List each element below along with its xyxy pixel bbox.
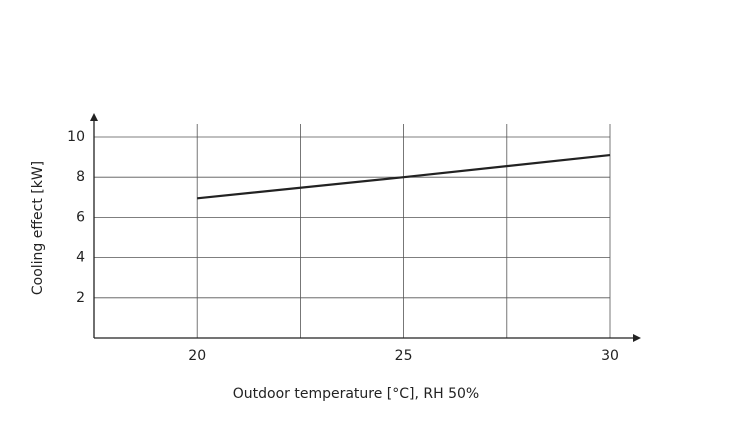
y-tick-label: 4 — [76, 250, 85, 266]
y-tick-label: 2 — [76, 290, 85, 306]
y-tick-label: 10 — [67, 129, 85, 145]
y-axis-arrow — [90, 113, 98, 121]
x-axis-arrow — [633, 334, 641, 342]
line-series — [197, 153, 611, 200]
y-axis-label: Cooling effect [kW] — [30, 161, 46, 295]
x-axis-label: Outdoor temperature [°C], RH 50% — [233, 386, 479, 402]
x-tick-label: 20 — [188, 348, 206, 364]
y-tick-label: 6 — [76, 209, 85, 225]
y-tick-label: 8 — [76, 169, 85, 185]
x-tick-label: 30 — [601, 348, 619, 364]
x-tick-label: 25 — [395, 348, 413, 364]
